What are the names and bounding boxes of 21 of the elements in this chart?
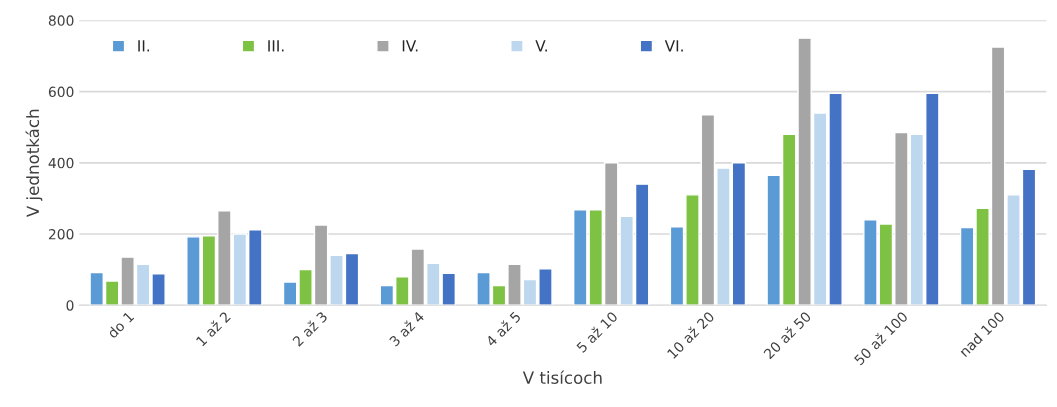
x-tick-label: 4 až 5 <box>484 310 522 348</box>
legend-label: IV. <box>402 40 418 52</box>
y-axis-title: V jednotkách <box>25 109 43 218</box>
legend-label: III. <box>268 40 284 52</box>
x-tick-label: 50 až 100 <box>853 310 909 366</box>
y-tick-label: 400 <box>48 157 74 169</box>
y-tick-label: 0 <box>66 300 74 311</box>
legend-label: VI. <box>664 40 683 52</box>
x-tick-label: do 1 <box>106 311 135 339</box>
x-tick-label: 5 až 10 <box>575 310 619 354</box>
x-tick-label: 3 až 4 <box>388 310 425 347</box>
y-tick-label: 800 <box>48 15 74 26</box>
x-tick-label: 20 až 50 <box>762 310 812 360</box>
x-tick-label: 10 až 20 <box>666 310 715 360</box>
x-tick-label: 2 až 3 <box>291 310 328 347</box>
x-tick-label: 1 až 2 <box>195 310 231 347</box>
legend-label: V. <box>535 40 547 52</box>
x-axis-title: V tisícoch <box>522 370 602 384</box>
y-tick-label: 200 <box>48 228 74 240</box>
legend-label: II. <box>138 40 150 52</box>
y-tick-label: 600 <box>48 86 74 98</box>
